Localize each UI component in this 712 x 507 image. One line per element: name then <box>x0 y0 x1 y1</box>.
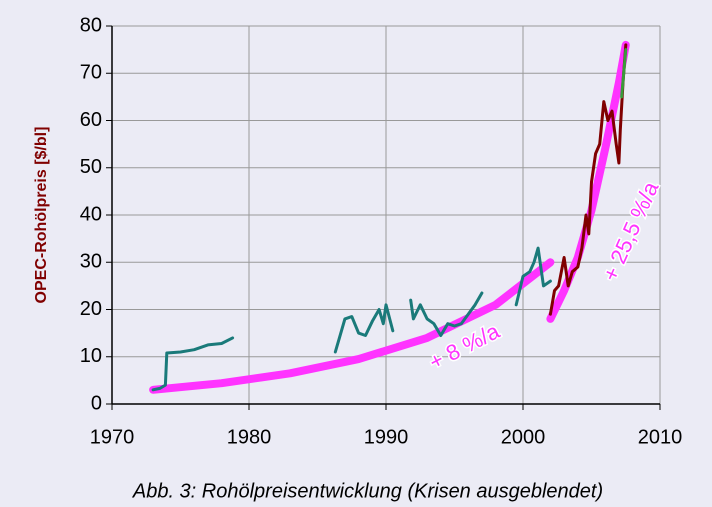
y-tick-label: 0 <box>91 392 102 414</box>
y-tick-label: 50 <box>80 156 102 178</box>
y-tick-label: 30 <box>80 251 102 273</box>
annotation: + 25,5 %/a <box>598 177 664 285</box>
x-tick-label: 1980 <box>227 426 272 448</box>
y-tick-label: 20 <box>80 298 102 320</box>
line-series <box>620 48 628 99</box>
y-tick-label: 60 <box>80 109 102 131</box>
y-tick-label: 40 <box>80 203 102 225</box>
line-series <box>149 258 555 394</box>
caption: Abb. 3: Rohölpreisentwicklung (Krisen au… <box>132 480 603 502</box>
y-tick-label: 80 <box>80 14 102 36</box>
y-tick-label: 70 <box>80 62 102 84</box>
line-series <box>548 43 628 316</box>
x-tick-label: 2000 <box>501 426 546 448</box>
x-tick-label: 1970 <box>90 426 135 448</box>
line-series <box>151 246 552 392</box>
y-axis-label: OPEC-Rohölpreis [$/bl] <box>33 127 50 304</box>
y-tick-label: 10 <box>80 345 102 367</box>
x-tick-label: 1990 <box>364 426 409 448</box>
x-tick-label: 2010 <box>638 426 683 448</box>
